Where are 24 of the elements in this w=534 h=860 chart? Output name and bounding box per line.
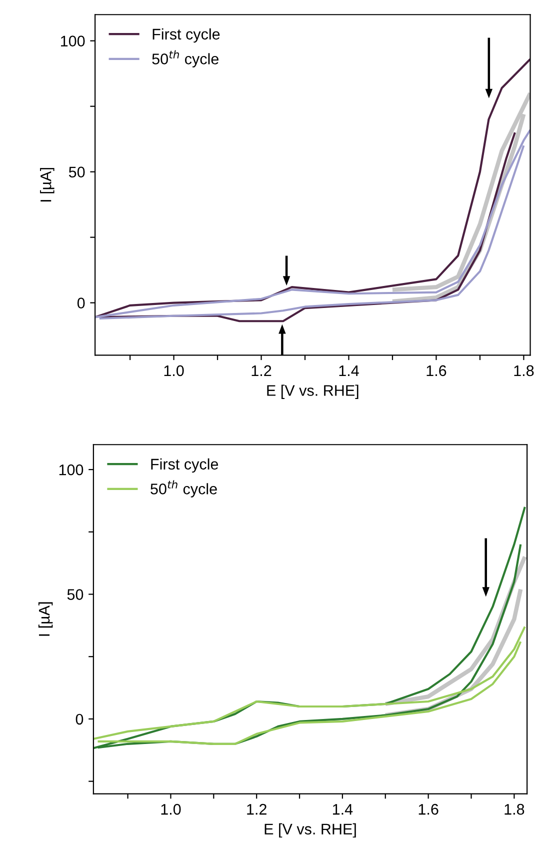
x-axis-title: E [V vs. RHE] (264, 823, 356, 838)
y-axis-title: I [µA] (40, 168, 54, 202)
y-tick-label: 0 (77, 298, 85, 308)
x-tick-label: 1.6 (426, 365, 446, 376)
legend-label: 50$^{th}$ cycle (152, 50, 218, 68)
x-tick-label: 1.6 (418, 804, 438, 815)
legend-label: First cycle (151, 458, 218, 473)
x-tick-label: 1.2 (247, 804, 266, 815)
y-tick-label: 50 (67, 589, 84, 600)
y-tick-label: 100 (61, 36, 85, 47)
x-tick-label: 1.8 (504, 804, 524, 815)
x-tick-label: 1.8 (514, 365, 534, 376)
x-tick-label: 1.2 (252, 365, 272, 376)
legend-label: First cycle (152, 28, 220, 43)
x-axis-title: E [V vs. RHE] (267, 384, 358, 399)
x-tick-label: 1.4 (333, 804, 353, 815)
x-tick-label: 1.0 (161, 804, 181, 815)
x-tick-label: 1.4 (339, 365, 359, 376)
x-tick-label: 1.0 (164, 365, 184, 376)
y-tick-label: 0 (76, 714, 84, 725)
y-tick-label: 50 (68, 166, 85, 178)
y-tick-label: 100 (59, 464, 84, 476)
legend-label: 50$^{th}$ cycle (150, 480, 217, 498)
y-axis-title: I [µA] (38, 602, 53, 636)
